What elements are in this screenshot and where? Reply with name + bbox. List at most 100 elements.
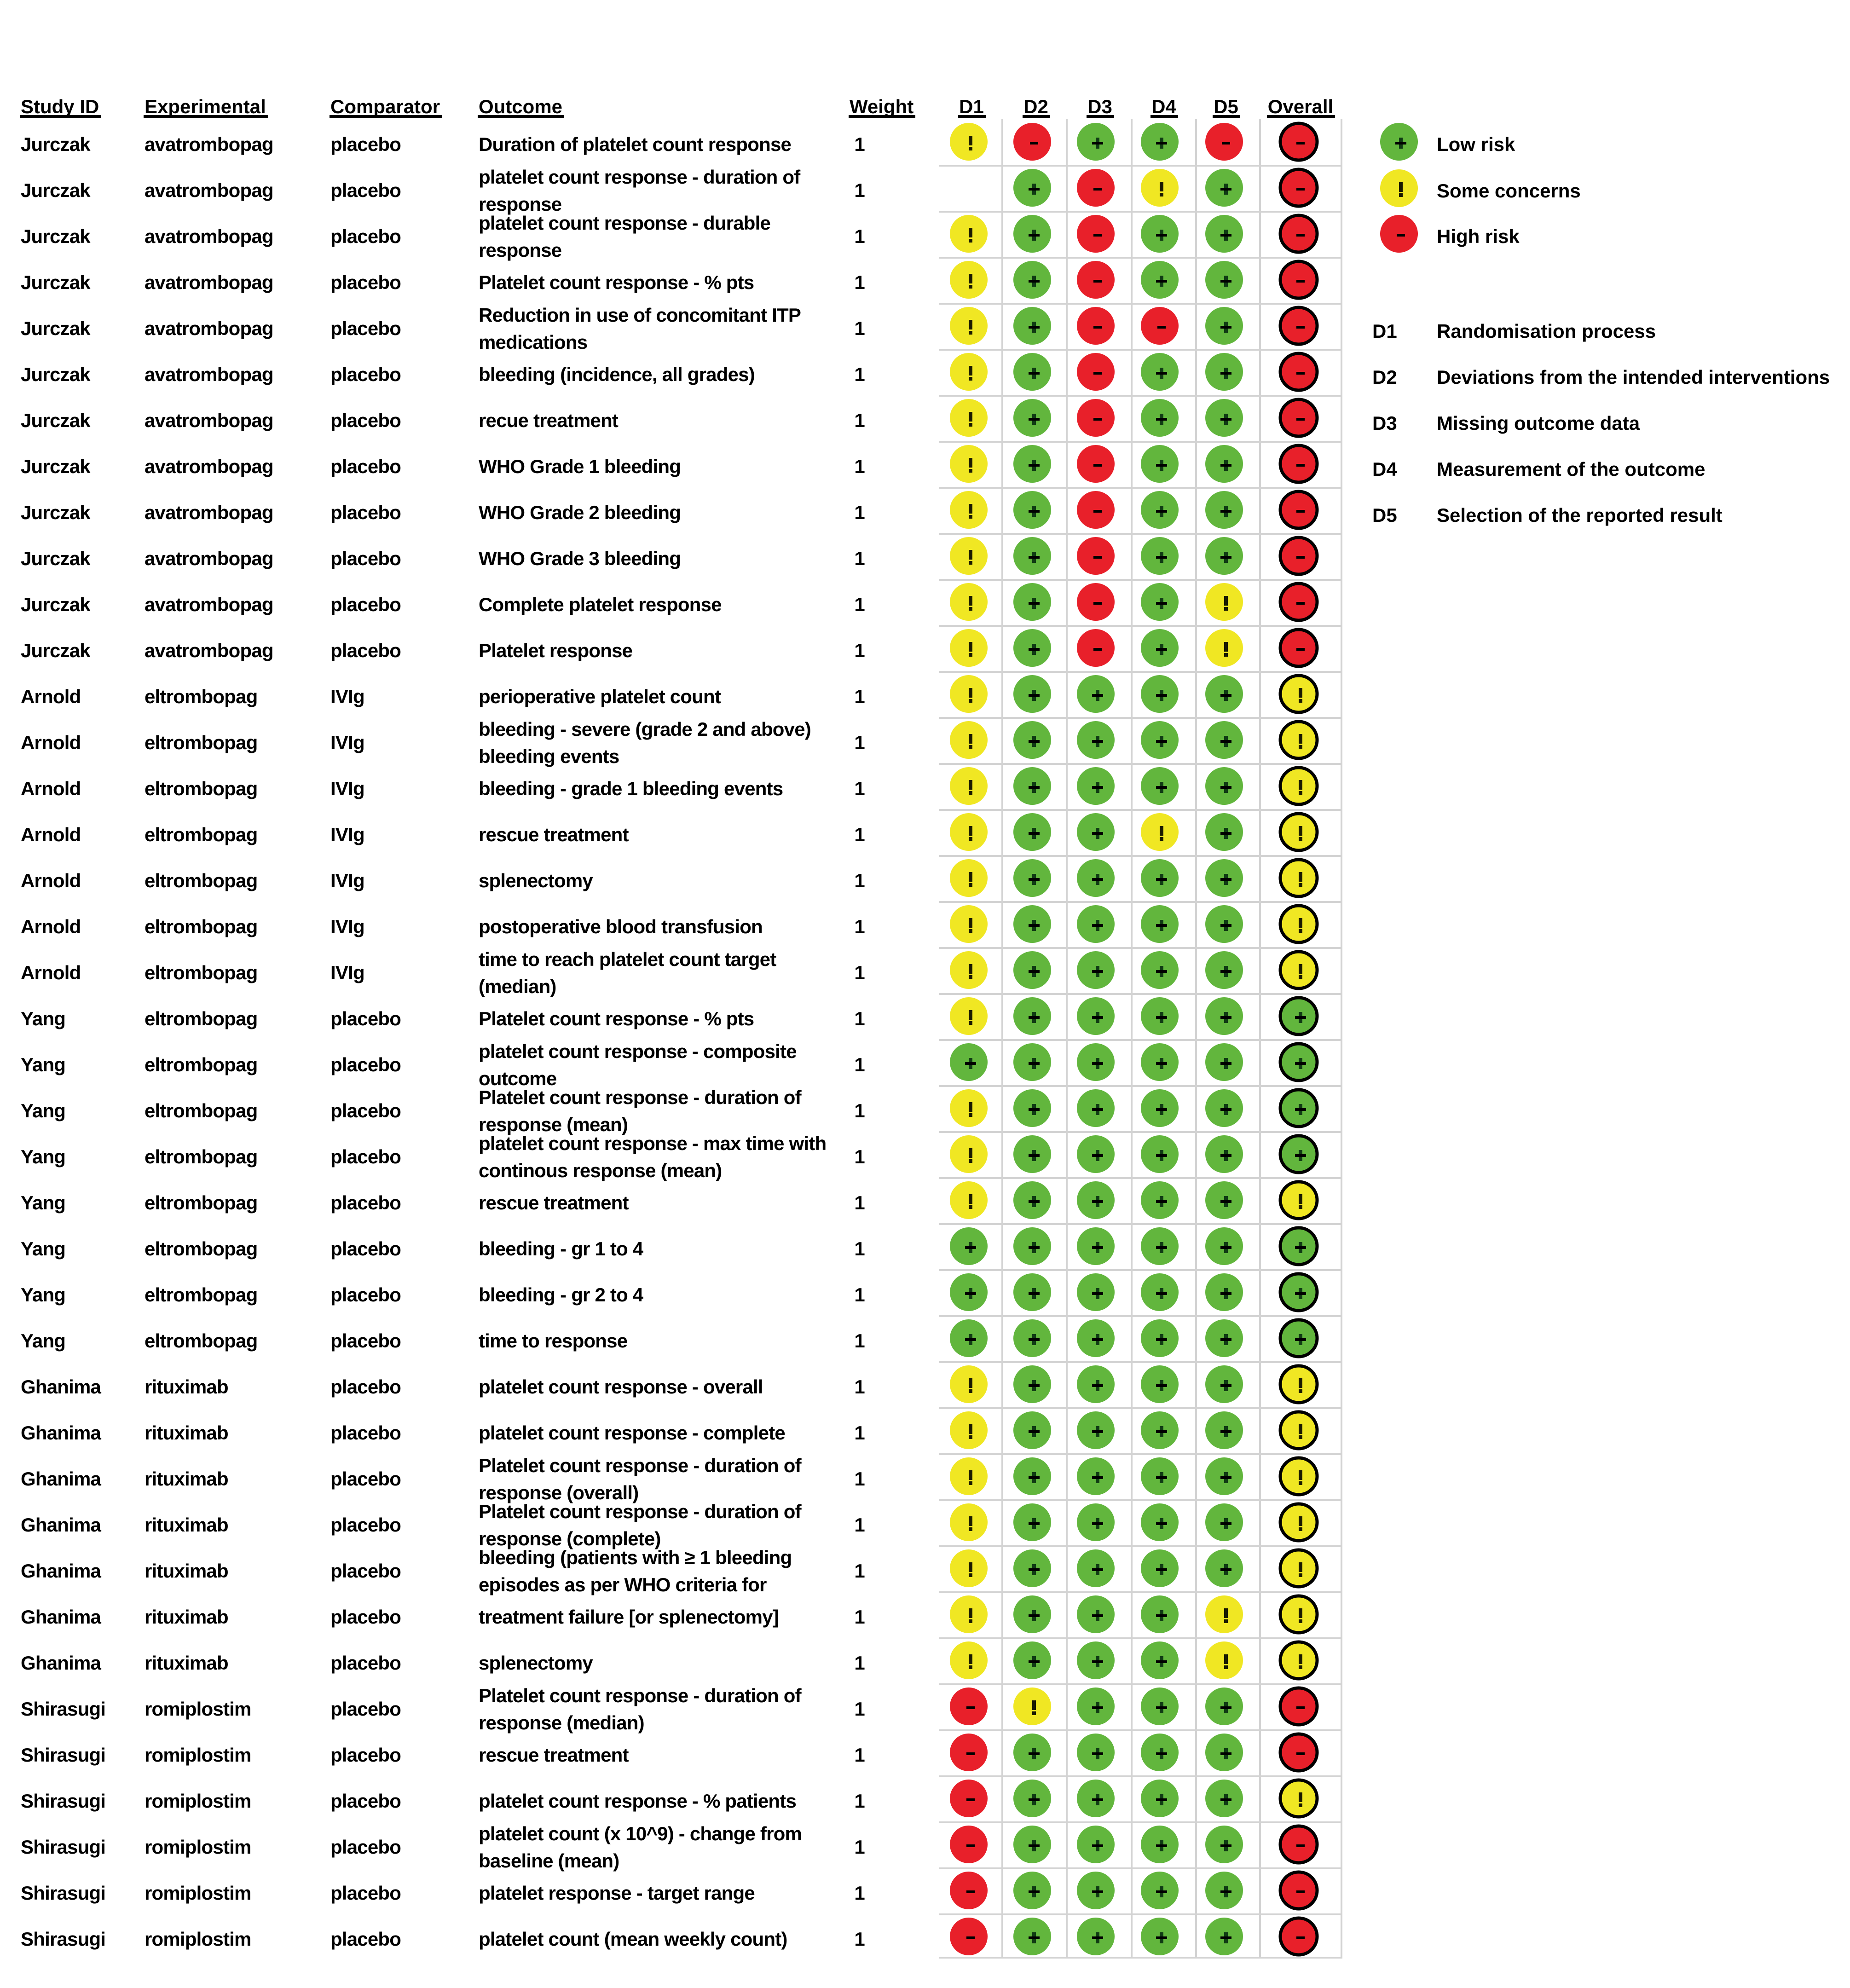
svg-text:rituximab: rituximab — [145, 1652, 228, 1674]
svg-text:placebo: placebo — [330, 1192, 401, 1214]
svg-text:D1: D1 — [959, 96, 984, 117]
svg-text:placebo: placebo — [330, 1100, 401, 1121]
svg-text:placebo: placebo — [330, 548, 401, 569]
svg-text:1: 1 — [854, 1376, 865, 1398]
svg-text:avatrombopag: avatrombopag — [145, 548, 273, 569]
svg-text:bleeding - gr 2 to 4: bleeding - gr 2 to 4 — [479, 1284, 644, 1306]
svg-text:avatrombopag: avatrombopag — [145, 133, 273, 155]
svg-text:Missing outcome data: Missing outcome data — [1437, 412, 1640, 434]
svg-text:bleeding events: bleeding events — [479, 746, 619, 767]
svg-text:D2: D2 — [1372, 366, 1397, 388]
svg-text:Jurczak: Jurczak — [21, 179, 91, 201]
svg-text:Arnold: Arnold — [21, 916, 81, 937]
svg-text:1: 1 — [854, 1790, 865, 1812]
svg-text:WHO Grade 2 bleeding: WHO Grade 2 bleeding — [479, 502, 681, 523]
svg-text:placebo: placebo — [330, 1882, 401, 1904]
svg-text:placebo: placebo — [330, 1560, 401, 1582]
svg-text:eltrombopag: eltrombopag — [145, 824, 258, 845]
svg-text:Platelet count response - % pt: Platelet count response - % pts — [479, 1008, 754, 1029]
svg-text:1: 1 — [854, 640, 865, 661]
svg-text:placebo: placebo — [330, 640, 401, 661]
svg-text:rescue treatment: rescue treatment — [479, 824, 629, 845]
svg-text:1: 1 — [854, 1468, 865, 1490]
svg-text:Outcome: Outcome — [479, 96, 562, 117]
svg-text:D4: D4 — [1372, 458, 1397, 480]
svg-text:1: 1 — [854, 548, 865, 569]
svg-text:1: 1 — [854, 1238, 865, 1260]
svg-text:placebo: placebo — [330, 1008, 401, 1029]
svg-text:Jurczak: Jurczak — [21, 548, 91, 569]
svg-text:Shirasugi: Shirasugi — [21, 1744, 105, 1766]
svg-text:Platelet count response - dura: Platelet count response - duration of — [479, 1501, 802, 1522]
svg-text:platelet count response - comp: platelet count response - complete — [479, 1422, 785, 1444]
svg-text:response (overall): response (overall) — [479, 1482, 638, 1503]
svg-text:avatrombopag: avatrombopag — [145, 410, 273, 431]
svg-text:Ghanima: Ghanima — [21, 1422, 102, 1444]
svg-text:Yang: Yang — [21, 1054, 65, 1075]
svg-text:1: 1 — [854, 364, 865, 385]
svg-text:1: 1 — [854, 410, 865, 431]
svg-text:baseline (mean): baseline (mean) — [479, 1850, 619, 1872]
svg-text:Ghanima: Ghanima — [21, 1468, 102, 1490]
svg-text:placebo: placebo — [330, 1790, 401, 1812]
svg-text:Arnold: Arnold — [21, 778, 81, 799]
svg-text:placebo: placebo — [330, 1514, 401, 1536]
svg-text:D5: D5 — [1214, 96, 1238, 117]
svg-text:Arnold: Arnold — [21, 962, 81, 983]
svg-text:bleeding - grade 1 bleeding ev: bleeding - grade 1 bleeding events — [479, 778, 783, 799]
svg-text:Duration of platelet count res: Duration of platelet count response — [479, 133, 791, 155]
svg-text:eltrombopag: eltrombopag — [145, 732, 258, 753]
svg-text:1: 1 — [854, 1330, 865, 1352]
svg-text:1: 1 — [854, 686, 865, 707]
svg-text:Jurczak: Jurczak — [21, 318, 91, 339]
svg-text:placebo: placebo — [330, 1836, 401, 1858]
svg-text:1: 1 — [854, 1008, 865, 1029]
svg-text:Arnold: Arnold — [21, 870, 81, 891]
svg-text:Selection of the reported resu: Selection of the reported result — [1437, 504, 1723, 526]
svg-text:placebo: placebo — [330, 1422, 401, 1444]
svg-text:1: 1 — [854, 133, 865, 155]
svg-text:response (complete): response (complete) — [479, 1528, 661, 1549]
svg-text:1: 1 — [854, 594, 865, 615]
svg-text:1: 1 — [854, 1100, 865, 1121]
svg-text:1: 1 — [854, 1146, 865, 1167]
svg-text:placebo: placebo — [330, 1468, 401, 1490]
svg-text:time to response: time to response — [479, 1330, 627, 1352]
svg-text:eltrombopag: eltrombopag — [145, 778, 258, 799]
svg-text:Jurczak: Jurczak — [21, 456, 91, 477]
svg-text:placebo: placebo — [330, 133, 401, 155]
svg-text:Jurczak: Jurczak — [21, 272, 91, 293]
svg-text:placebo: placebo — [330, 1928, 401, 1950]
svg-text:Overall: Overall — [1268, 96, 1333, 117]
svg-text:postoperative blood transfusio: postoperative blood transfusion — [479, 916, 763, 937]
svg-text:avatrombopag: avatrombopag — [145, 318, 273, 339]
svg-text:romiplostim: romiplostim — [145, 1744, 251, 1766]
svg-text:IVIg: IVIg — [330, 962, 364, 983]
svg-text:Measurement of the outcome: Measurement of the outcome — [1437, 458, 1705, 480]
svg-text:Shirasugi: Shirasugi — [21, 1790, 105, 1812]
svg-text:1: 1 — [854, 1054, 865, 1075]
svg-text:Arnold: Arnold — [21, 824, 81, 845]
svg-text:Yang: Yang — [21, 1284, 65, 1306]
svg-text:Ghanima: Ghanima — [21, 1376, 102, 1398]
svg-text:recue treatment: recue treatment — [479, 410, 619, 431]
svg-text:bleeding (incidence, all grade: bleeding (incidence, all grades) — [479, 364, 755, 385]
svg-text:IVIg: IVIg — [330, 870, 364, 891]
svg-text:D3: D3 — [1372, 412, 1397, 434]
svg-text:1: 1 — [854, 1928, 865, 1950]
svg-text:Ghanima: Ghanima — [21, 1652, 102, 1674]
svg-text:Low risk: Low risk — [1437, 133, 1515, 155]
svg-text:1: 1 — [854, 824, 865, 845]
svg-text:Shirasugi: Shirasugi — [21, 1698, 105, 1720]
svg-text:Shirasugi: Shirasugi — [21, 1928, 105, 1950]
svg-text:1: 1 — [854, 1882, 865, 1904]
svg-text:Platelet count response - % pt: Platelet count response - % pts — [479, 272, 754, 293]
svg-text:rituximab: rituximab — [145, 1514, 228, 1536]
svg-text:1: 1 — [854, 1284, 865, 1306]
svg-text:Jurczak: Jurczak — [21, 133, 91, 155]
svg-text:1: 1 — [854, 1514, 865, 1536]
svg-text:response: response — [479, 193, 561, 215]
svg-text:placebo: placebo — [330, 1698, 401, 1720]
svg-text:placebo: placebo — [330, 1376, 401, 1398]
svg-text:Jurczak: Jurczak — [21, 364, 91, 385]
